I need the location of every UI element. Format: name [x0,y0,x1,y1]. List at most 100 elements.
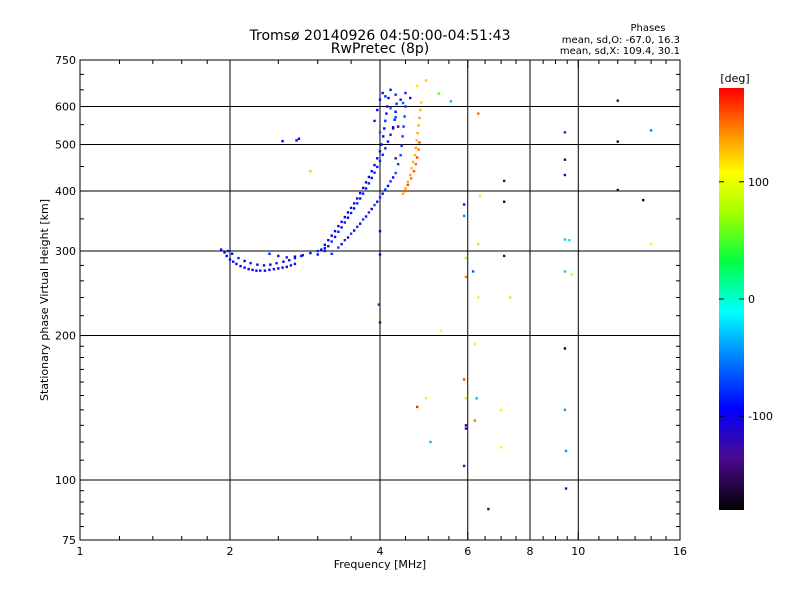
x-trace-point [462,378,466,381]
o-trace-point [281,140,284,143]
o-trace-point [373,119,376,123]
o-trace-point [394,171,397,175]
o-trace-point [288,259,291,262]
x-trace-point [424,79,428,82]
o-trace-point [262,264,266,267]
o-trace-point [349,211,353,215]
o-trace-point [225,254,228,258]
x-trace-point [499,446,503,449]
x-tick-label: 16 [673,545,687,558]
o-trace-point [373,163,376,167]
o-trace-point [403,115,406,118]
x-trace-point [413,154,417,157]
x-trace-point [394,157,397,160]
o-trace-point [349,206,353,210]
x-trace-point [462,203,466,206]
o-trace-point [256,263,259,266]
o-trace-point [389,107,392,110]
x-trace-point [616,99,619,102]
o-trace-point [226,249,230,253]
o-trace-point [404,105,407,108]
x-trace-point [404,189,407,193]
o-trace-point [361,218,365,221]
o-trace-point [323,249,327,253]
o-trace-point [323,247,327,250]
o-trace-point [384,188,387,191]
o-trace-point [370,176,373,180]
y-tick-label: 500 [55,139,76,152]
x-trace-point [420,101,423,104]
chart-title: Tromsø 20140926 04:50:00-04:51:43 [249,28,511,44]
o-trace-point [378,159,382,163]
x-trace-point [424,397,428,400]
o-trace-point [293,262,297,266]
y-tick-label: 600 [55,101,76,114]
x-trace-point [471,270,475,273]
x-trace-point [568,238,571,242]
o-trace-point [263,269,267,272]
o-trace-point [376,108,379,112]
o-trace-point [355,202,359,205]
o-trace-point [361,192,365,195]
o-trace-point [249,261,252,265]
x-trace-point [391,127,395,130]
o-trace-point [295,139,298,142]
x-trace-point [475,397,478,400]
x-trace-point [642,198,645,202]
o-trace-point [386,140,390,143]
x-tick-label: 1 [77,545,84,558]
o-trace-point [378,98,382,101]
x-trace-point [616,188,619,192]
o-trace-point [281,266,284,269]
o-trace-point [340,242,343,246]
o-trace-point [320,248,323,251]
x-trace-point [487,507,490,511]
x-trace-point [449,100,453,103]
o-trace-point [293,255,297,258]
x-trace-point [417,148,420,151]
o-trace-point [378,229,382,233]
o-trace-point [385,112,388,115]
x-trace-point [409,173,412,177]
x-trace-point [462,464,466,468]
o-trace-point [376,157,379,160]
x-trace-point [473,419,477,422]
o-trace-point [382,135,385,138]
x-trace-point [417,124,420,127]
y-tick-label: 750 [55,54,76,67]
x-tick-label: 10 [571,545,585,558]
colorbar-tick-label: 100 [748,176,769,189]
o-trace-point [373,171,376,174]
o-trace-point [251,268,254,272]
x-trace-point [464,275,468,279]
o-trace-point [333,229,337,233]
x-trace-point [477,242,480,246]
x-trace-point [464,427,468,430]
o-trace-point [361,186,365,190]
o-trace-point [333,235,337,239]
x-trace-point [414,146,418,150]
o-trace-point [364,215,368,218]
o-trace-point [232,260,235,263]
x-trace-point [649,129,653,132]
o-trace-point [343,238,347,242]
o-trace-point [396,162,400,166]
o-trace-point [300,254,303,258]
stats-o-mode: mean, sd,O: -67.0, 16.3 [562,35,680,46]
o-trace-point [352,229,356,232]
o-trace-point [259,269,262,272]
y-tick-label: 75 [62,534,76,547]
x-trace-point [415,139,418,142]
x-trace-point [478,195,482,198]
o-trace-point [268,252,271,256]
o-trace-point [378,253,382,256]
colorbar-ticks: 100 0 -100 [719,176,773,423]
x-trace-point [563,347,567,350]
x-trace-point [563,158,567,161]
o-trace-point [223,251,226,254]
o-trace-point [337,246,340,249]
o-trace-point [367,211,371,214]
x-trace-point [418,116,421,120]
x-trace-point [502,254,506,258]
x-trace-point [415,84,419,88]
